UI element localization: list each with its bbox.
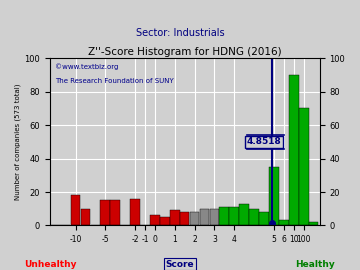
Title: Z''-Score Histogram for HDNG (2016): Z''-Score Histogram for HDNG (2016) xyxy=(88,48,282,58)
Bar xyxy=(160,217,170,225)
Bar xyxy=(190,212,199,225)
Bar xyxy=(229,207,239,225)
Text: ©www.textbiz.org: ©www.textbiz.org xyxy=(55,63,118,70)
Bar xyxy=(259,212,269,225)
Bar xyxy=(150,215,160,225)
Bar xyxy=(170,210,180,225)
Text: Unhealthy: Unhealthy xyxy=(24,260,77,269)
Y-axis label: Number of companies (573 total): Number of companies (573 total) xyxy=(15,84,22,200)
Bar xyxy=(239,204,249,225)
Bar xyxy=(130,199,140,225)
Bar xyxy=(220,207,229,225)
Bar xyxy=(199,209,209,225)
Text: Score: Score xyxy=(166,260,194,269)
Bar xyxy=(81,209,90,225)
Bar xyxy=(309,222,319,225)
Bar xyxy=(279,221,289,225)
Text: Healthy: Healthy xyxy=(295,260,335,269)
Bar xyxy=(249,209,259,225)
Bar xyxy=(100,200,110,225)
Bar xyxy=(210,209,219,225)
Bar xyxy=(111,200,120,225)
Bar xyxy=(289,75,298,225)
Bar xyxy=(269,167,279,225)
Bar xyxy=(180,212,189,225)
Bar xyxy=(71,195,80,225)
Text: The Research Foundation of SUNY: The Research Foundation of SUNY xyxy=(55,78,174,84)
Text: 4.8518: 4.8518 xyxy=(247,137,282,146)
Bar xyxy=(299,108,309,225)
Text: Sector: Industrials: Sector: Industrials xyxy=(136,28,224,38)
